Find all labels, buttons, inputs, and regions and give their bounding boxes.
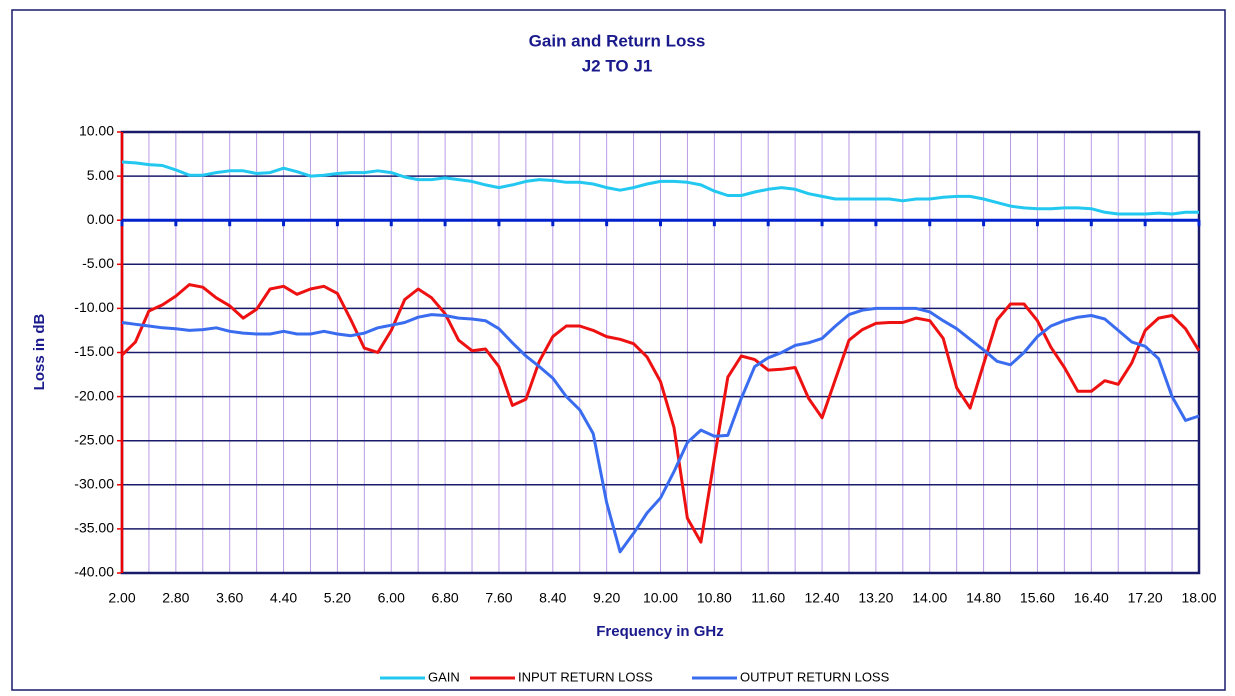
series-line: [121, 306, 1200, 554]
y-tick-label: -10.00: [74, 299, 114, 315]
x-tick-label: 5.20: [324, 590, 351, 606]
y-tick-label: -30.00: [74, 476, 114, 492]
x-tick-label: 17.20: [1128, 590, 1163, 606]
y-tick-label: -40.00: [74, 564, 114, 580]
series-line: [120, 283, 1201, 544]
chart-title: Gain and Return Loss: [529, 31, 706, 50]
x-tick-label: 10.80: [697, 590, 732, 606]
x-tick-label: 6.00: [378, 590, 405, 606]
x-tick-label: 6.80: [431, 590, 458, 606]
y-tick-label: -15.00: [74, 343, 114, 359]
x-tick-label: 4.40: [270, 590, 297, 606]
x-tick-label: 10.00: [643, 590, 678, 606]
y-tick-label: 5.00: [87, 167, 114, 183]
y-tick-label: 10.00: [79, 123, 114, 139]
x-tick-label: 7.60: [485, 590, 512, 606]
x-tick-label: 13.20: [858, 590, 893, 606]
y-axis-title: Loss in dB: [31, 313, 48, 390]
x-tick-label: 2.00: [108, 590, 135, 606]
y-tick-label: -35.00: [74, 520, 114, 536]
x-tick-label: 2.80: [162, 590, 189, 606]
x-tick-label: 16.40: [1074, 590, 1109, 606]
x-tick-label: 15.60: [1020, 590, 1055, 606]
series-line: [121, 160, 1199, 216]
x-tick-label: 18.00: [1181, 590, 1216, 606]
y-tick-label: -25.00: [74, 431, 114, 447]
x-axis-title: Frequency in GHz: [596, 623, 724, 640]
legend-label: INPUT RETURN LOSS: [518, 669, 653, 684]
x-tick-label: 11.60: [751, 590, 785, 606]
y-tick-label: -20.00: [74, 387, 114, 403]
x-tick-label: 14.00: [912, 590, 947, 606]
legend-label: OUTPUT RETURN LOSS: [740, 669, 890, 684]
legend-label: GAIN: [428, 669, 460, 684]
chart-subtitle: J2 TO J1: [582, 56, 653, 75]
x-tick-label: 14.80: [966, 590, 1001, 606]
x-tick-label: 9.20: [593, 590, 620, 606]
x-tick-label: 12.40: [805, 590, 840, 606]
y-tick-label: -5.00: [82, 255, 114, 271]
x-tick-label: 8.40: [539, 590, 566, 606]
y-tick-label: 0.00: [87, 211, 114, 227]
x-tick-label: 3.60: [216, 590, 243, 606]
